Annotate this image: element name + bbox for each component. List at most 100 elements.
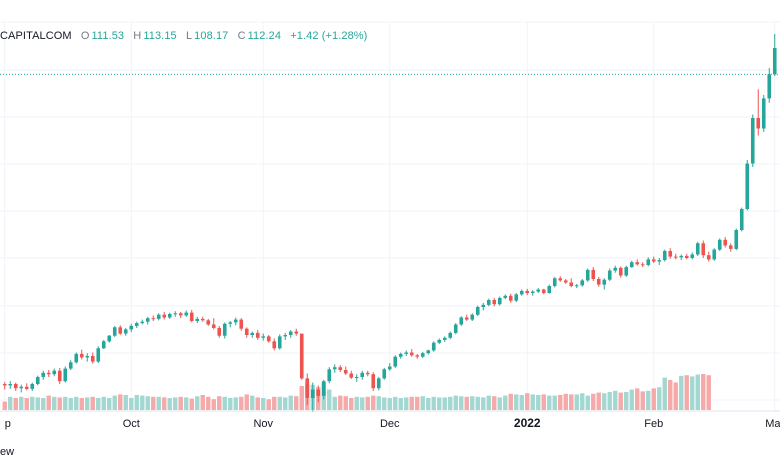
volume-bar xyxy=(360,397,365,410)
volume-bar xyxy=(514,394,519,410)
volume-bar xyxy=(206,396,211,410)
candle-body xyxy=(772,48,777,75)
candle-body xyxy=(35,377,40,384)
volume-bar xyxy=(580,393,585,410)
volume-bar xyxy=(635,388,640,410)
candle-body xyxy=(261,336,266,338)
volume-bar xyxy=(239,396,244,410)
candle-body xyxy=(695,243,700,255)
candle-body xyxy=(640,264,645,266)
candle-body xyxy=(266,336,271,342)
volume-bar xyxy=(354,396,359,410)
volume-bar xyxy=(662,377,667,410)
candle-body xyxy=(431,342,436,351)
candle-body xyxy=(541,289,546,293)
volume-bar xyxy=(211,399,216,410)
candle-body xyxy=(734,230,739,249)
volume-bar xyxy=(145,396,150,410)
candle-body xyxy=(96,348,101,362)
candle-body xyxy=(745,163,750,209)
volume-bar xyxy=(673,382,678,410)
candle-body xyxy=(63,368,68,382)
candle-body xyxy=(2,384,7,386)
volume-bar xyxy=(167,398,172,410)
volume-bar xyxy=(376,396,381,410)
candle-body xyxy=(519,290,524,295)
candle-body xyxy=(415,355,420,357)
volume-bar xyxy=(338,395,343,410)
candle-body xyxy=(464,317,469,320)
volume-bar xyxy=(415,396,420,410)
volume-bar xyxy=(409,396,414,410)
candle-body xyxy=(68,362,73,369)
candle-body xyxy=(52,370,57,375)
candle-body xyxy=(668,251,673,257)
candle-body xyxy=(761,98,766,129)
volume-bar xyxy=(536,395,541,410)
volume-bar xyxy=(96,398,101,410)
candle-body xyxy=(57,370,62,382)
candle-body xyxy=(217,328,222,336)
candle-body xyxy=(613,267,618,271)
candle-body xyxy=(354,377,359,378)
candle-body xyxy=(382,369,387,379)
candle-body xyxy=(233,319,238,323)
volume-bar xyxy=(481,397,486,410)
candle-body xyxy=(673,256,678,258)
x-tick-label: Mar xyxy=(765,418,780,430)
candle-body xyxy=(387,366,392,370)
candle-body xyxy=(618,267,623,276)
volume-bar xyxy=(657,387,662,410)
volume-bar xyxy=(453,395,458,410)
candle-body xyxy=(239,319,244,329)
volume-bar xyxy=(706,375,711,410)
volume-bar xyxy=(668,380,673,410)
volume-bar xyxy=(470,396,475,410)
candle-body xyxy=(101,341,106,349)
candle-body xyxy=(277,336,282,349)
volume-bar xyxy=(343,396,348,410)
candle-body xyxy=(393,356,398,367)
volume-bar xyxy=(288,395,293,410)
candle-body xyxy=(569,282,574,286)
candle-body xyxy=(8,384,13,386)
symbol-label[interactable]: CAPITALCOM xyxy=(0,30,72,42)
candle-body xyxy=(162,314,167,318)
volume-bar xyxy=(68,398,73,410)
volume-bar xyxy=(123,395,128,410)
volume-bar xyxy=(563,393,568,410)
volume-bar xyxy=(30,396,35,410)
candle-body xyxy=(123,329,128,334)
volume-bar xyxy=(519,395,524,410)
volume-bar xyxy=(41,398,46,410)
change-value: +1.42 (+1.28%) xyxy=(290,30,368,42)
volume-bar xyxy=(431,396,436,410)
volume-bar xyxy=(250,395,255,410)
x-tick-label: Oct xyxy=(123,418,140,430)
candle-body xyxy=(503,295,508,298)
candle-body xyxy=(189,312,194,321)
candle-body xyxy=(662,251,667,261)
volume-bar xyxy=(420,396,425,410)
candle-body xyxy=(442,337,447,340)
volume-bar xyxy=(459,396,464,410)
candle-body xyxy=(13,384,18,389)
candle-body xyxy=(151,318,156,320)
volume-bar xyxy=(184,397,189,410)
volume-bar xyxy=(134,395,139,410)
candle-body xyxy=(107,335,112,342)
candle-body xyxy=(585,269,590,281)
volume-bar xyxy=(294,396,299,410)
candle-body xyxy=(574,285,579,287)
volume-bar xyxy=(112,395,117,410)
volume-bar xyxy=(624,392,629,410)
candle-body xyxy=(178,313,183,316)
candle-body xyxy=(717,239,722,250)
candle-body xyxy=(255,332,260,338)
candle-body xyxy=(536,289,541,292)
candle-body xyxy=(728,245,733,249)
x-tick-label: 2022 xyxy=(514,416,541,430)
volume-bar xyxy=(701,374,706,410)
candle-body xyxy=(398,353,403,357)
